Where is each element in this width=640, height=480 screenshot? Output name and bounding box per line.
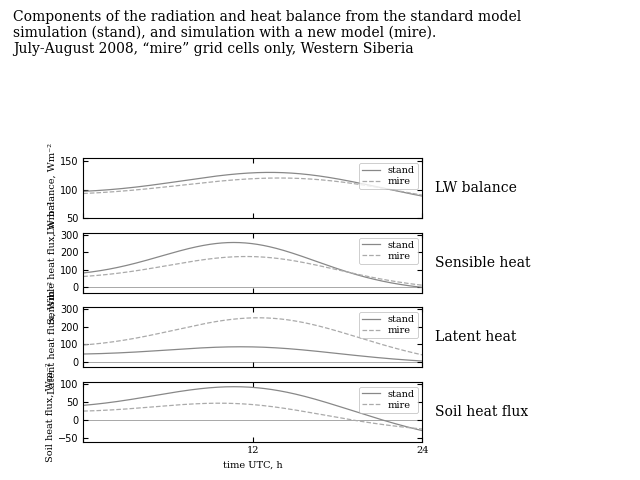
Legend: stand, mire: stand, mire: [359, 312, 417, 338]
Y-axis label: Latent heat flux, Wm⁻²: Latent heat flux, Wm⁻²: [48, 281, 57, 394]
Text: Latent heat: Latent heat: [435, 330, 516, 344]
Legend: stand, mire: stand, mire: [359, 238, 417, 264]
Text: LW balance: LW balance: [435, 181, 517, 195]
Y-axis label: Sensible heat flux, Wm⁻²: Sensible heat flux, Wm⁻²: [48, 201, 57, 324]
Text: Soil heat flux: Soil heat flux: [435, 405, 529, 419]
Y-axis label: Lw balance, Wm⁻²: Lw balance, Wm⁻²: [48, 143, 57, 234]
Legend: stand, mire: stand, mire: [359, 163, 417, 189]
Text: Sensible heat: Sensible heat: [435, 256, 531, 270]
Y-axis label: Soil heat flux, Wm⁻²: Soil heat flux, Wm⁻²: [46, 362, 55, 462]
Legend: stand, mire: stand, mire: [359, 387, 417, 413]
X-axis label: time UTC, h: time UTC, h: [223, 461, 283, 470]
Text: Components of the radiation and heat balance from the standard model
simulation : Components of the radiation and heat bal…: [13, 10, 521, 56]
